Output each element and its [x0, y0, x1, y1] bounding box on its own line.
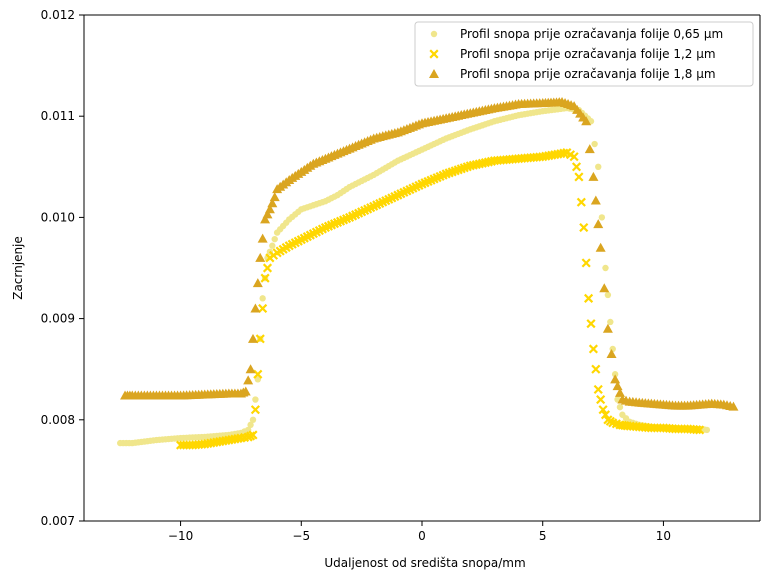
data-point	[599, 283, 610, 293]
data-point	[695, 425, 705, 435]
data-point	[590, 195, 601, 205]
data-point	[728, 401, 739, 411]
data-point	[616, 403, 624, 411]
legend: Profil snopa prije ozračavanja folije 0,…	[414, 21, 754, 87]
data-point	[260, 273, 270, 283]
data-point	[611, 371, 619, 378]
data-point	[252, 396, 259, 403]
data-point	[271, 235, 278, 243]
data-point	[612, 381, 623, 391]
data-point	[267, 198, 278, 208]
data-point	[591, 140, 598, 148]
data-point	[584, 144, 595, 154]
data-point	[598, 405, 608, 415]
legend-box	[414, 21, 754, 87]
x-tick-label: 0	[418, 529, 426, 543]
data-point	[600, 410, 611, 420]
data-point	[591, 364, 601, 374]
legend-marker-1	[430, 30, 438, 38]
legend-marker-2	[429, 49, 439, 59]
series-3	[120, 97, 739, 411]
data-point	[571, 162, 582, 172]
data-point	[576, 197, 586, 207]
data-point	[598, 214, 606, 221]
data-point	[581, 258, 591, 268]
data-point	[595, 242, 606, 252]
data-point	[596, 394, 606, 405]
data-point	[269, 242, 276, 249]
data-point	[595, 163, 602, 170]
y-tick-label: 0.011	[41, 109, 75, 123]
data-point	[703, 426, 711, 434]
x-tick-label: 5	[539, 529, 547, 543]
data-point	[584, 293, 594, 303]
legend-items: Profil snopa prije ozračavanja folije 0,…	[429, 27, 723, 81]
data-point	[602, 323, 613, 333]
data-point	[255, 252, 266, 262]
x-axis-label: Udaljenost od središta snopa/mm	[324, 556, 525, 570]
data-point	[692, 425, 702, 435]
data-point	[248, 430, 258, 440]
data-point	[588, 171, 599, 181]
data-point	[245, 364, 256, 374]
legend-label-2: Profil snopa prije ozračavanja folije 1,…	[460, 47, 716, 61]
legend-marker-3	[429, 69, 439, 78]
x-tick-label: 10	[656, 529, 671, 543]
data-point	[593, 384, 603, 395]
data-point	[602, 264, 609, 272]
y-tick-label: 0.012	[41, 8, 75, 22]
legend-label-1: Profil snopa prije ozračavanja folije 0,…	[460, 27, 723, 41]
data-point	[260, 214, 271, 224]
data-point	[253, 369, 263, 379]
data-point	[588, 344, 598, 354]
data-point	[255, 334, 265, 344]
data-point	[258, 303, 268, 314]
legend-label-3: Profil snopa prije ozračavanja folije 1,…	[460, 67, 716, 81]
data-point	[257, 233, 268, 243]
data-point	[614, 387, 625, 397]
data-point	[240, 386, 251, 396]
series-2	[175, 148, 705, 450]
x-axis-ticks: −10 −5 0 5 10	[168, 521, 671, 543]
data-point	[604, 291, 612, 299]
data-point	[247, 421, 254, 429]
data-point	[252, 278, 263, 288]
y-axis-label: Zacrnjenje	[11, 236, 25, 300]
data-point	[264, 204, 275, 214]
data-point	[259, 295, 266, 302]
y-tick-label: 0.009	[41, 312, 75, 326]
data-point	[586, 319, 596, 329]
x-tick-label: −5	[292, 529, 310, 543]
y-tick-label: 0.007	[41, 514, 75, 528]
data-point	[250, 405, 260, 415]
data-point	[581, 116, 592, 126]
y-tick-label: 0.008	[41, 413, 75, 427]
data-point	[579, 222, 589, 233]
series-layer	[117, 97, 739, 450]
y-tick-label: 0.010	[41, 210, 75, 224]
data-point	[610, 374, 621, 384]
data-point	[574, 172, 584, 182]
data-point	[262, 263, 273, 273]
data-point	[249, 416, 257, 423]
data-point	[593, 219, 604, 229]
data-point	[607, 318, 614, 326]
data-point	[606, 349, 617, 359]
data-point	[254, 376, 262, 383]
data-point	[269, 192, 280, 202]
data-point	[243, 375, 254, 385]
y-axis-ticks: 0.007 0.008 0.009 0.010 0.011 0.012	[41, 8, 84, 528]
data-point	[250, 303, 261, 313]
data-point	[248, 333, 258, 343]
x-tick-label: −10	[168, 529, 193, 543]
data-point	[262, 209, 273, 219]
data-point	[569, 152, 579, 162]
